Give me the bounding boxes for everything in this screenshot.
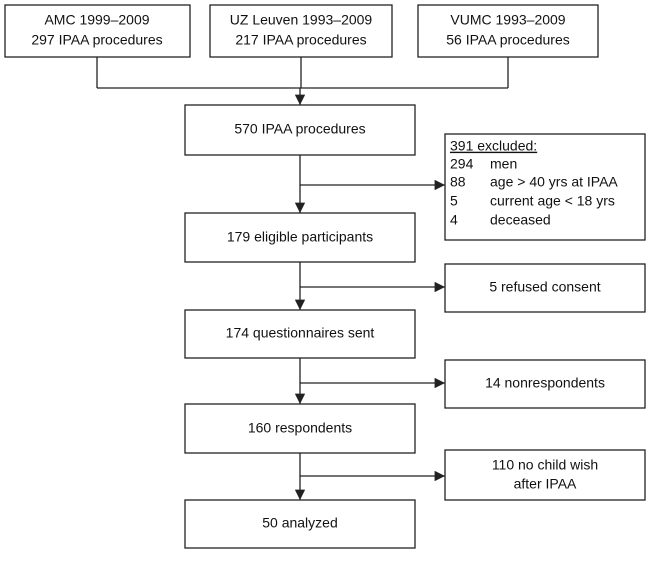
step-label: 160 respondents bbox=[248, 420, 352, 436]
loss-label: after IPAA bbox=[514, 476, 577, 492]
source-procedures: 217 IPAA procedures bbox=[235, 32, 366, 48]
source-name: UZ Leuven 1993–2009 bbox=[230, 12, 373, 28]
loss-box bbox=[444, 263, 646, 313]
source-procedures: 56 IPAA procedures bbox=[446, 32, 569, 48]
loss-box bbox=[444, 359, 646, 409]
source-name: AMC 1999–2009 bbox=[44, 12, 149, 28]
source-box bbox=[417, 4, 599, 58]
step-box bbox=[184, 499, 416, 549]
step-box bbox=[184, 403, 416, 454]
excluded-title: 391 excluded: bbox=[450, 138, 537, 154]
excluded-count: 5 bbox=[450, 193, 458, 209]
loss-label: 110 no child wish bbox=[492, 457, 598, 473]
source-name: VUMC 1993–2009 bbox=[450, 12, 565, 28]
excluded-count: 88 bbox=[450, 174, 466, 190]
step-box bbox=[184, 309, 416, 359]
excluded-count: 294 bbox=[450, 156, 474, 172]
step-box bbox=[184, 104, 416, 156]
source-procedures: 297 IPAA procedures bbox=[31, 32, 162, 48]
loss-box bbox=[444, 449, 646, 501]
excluded-reason: age > 40 yrs at IPAA bbox=[490, 174, 618, 190]
loss-label: 14 nonrespondents bbox=[485, 375, 605, 391]
step-label: 179 eligible participants bbox=[227, 229, 373, 245]
step-label: 174 questionnaires sent bbox=[226, 325, 375, 341]
source-box bbox=[4, 4, 191, 58]
source-box bbox=[209, 4, 393, 58]
excluded-reason: deceased bbox=[490, 212, 551, 228]
excluded-reason: current age < 18 yrs bbox=[490, 193, 615, 209]
excluded-box bbox=[444, 133, 646, 241]
excluded-count: 4 bbox=[450, 212, 458, 228]
loss-label: 5 refused consent bbox=[489, 279, 600, 295]
excluded-reason: men bbox=[490, 156, 517, 172]
step-box bbox=[184, 212, 416, 263]
step-label: 570 IPAA procedures bbox=[234, 121, 365, 137]
step-label: 50 analyzed bbox=[262, 515, 338, 531]
